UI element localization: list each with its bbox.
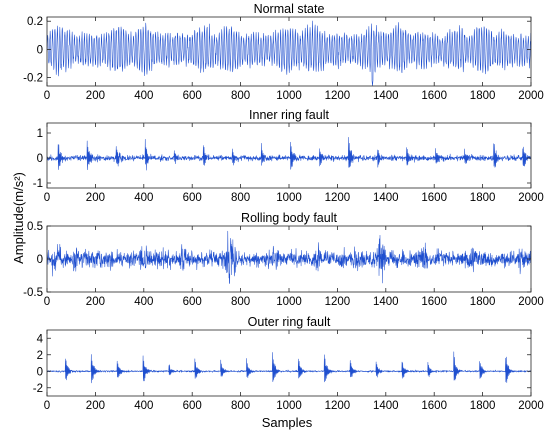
y-tick-label: -1 [33, 178, 43, 190]
y-tick-label: 0 [37, 254, 43, 266]
y-axis-label: Amplitude(m/s²) [11, 172, 26, 264]
x-tick-label: 200 [86, 400, 105, 412]
subplot-4: Outer ring fault 0 200 400 600 800 1000 1200 140… [33, 315, 544, 412]
x-tick-label: 600 [183, 296, 202, 308]
y-tick-label: 0.2 [27, 16, 43, 28]
y-tick-label: 0 [37, 44, 43, 56]
x-tick-label: 400 [134, 400, 153, 412]
x-tick-label: 200 [86, 296, 105, 308]
x-tick-label: 0 [44, 90, 50, 102]
y-tick-label: 0.5 [27, 221, 43, 233]
x-tick-label: 2000 [518, 296, 544, 308]
y-tick-label: 0 [37, 153, 43, 165]
x-tick-label: 400 [134, 90, 153, 102]
x-tick-label: 1200 [325, 192, 351, 204]
subplot-1: Normal state 0 200 400 600 800 1000 1200 1400 160… [23, 2, 544, 102]
x-tick-label: 1600 [421, 90, 447, 102]
y-tick-label: -2 [33, 383, 43, 395]
x-tick-label: 1800 [470, 400, 496, 412]
x-tick-label: 200 [86, 192, 105, 204]
subplot-title: Normal state [254, 2, 325, 16]
x-tick-label: 2000 [518, 90, 544, 102]
subplot-3: Rolling body fault 0 200 400 600 800 1000 1200 1… [23, 211, 544, 308]
signal-trace [47, 136, 531, 171]
subplot-title: Inner ring fault [249, 108, 329, 122]
x-tick-label: 1000 [276, 400, 302, 412]
x-tick-label: 1800 [470, 296, 496, 308]
y-tick-label: -0.2 [23, 73, 43, 85]
x-tick-label: 800 [231, 90, 250, 102]
x-tick-label: 600 [183, 192, 202, 204]
signal-trace [47, 20, 531, 86]
x-tick-label: 800 [231, 296, 250, 308]
y-tick-label: 1 [37, 128, 43, 140]
x-tick-label: 1200 [325, 296, 351, 308]
x-tick-label: 800 [231, 400, 250, 412]
subplot-title: Rolling body fault [241, 211, 337, 225]
signal-trace [47, 351, 531, 384]
x-tick-label: 1200 [325, 400, 351, 412]
x-tick-label: 1400 [373, 400, 399, 412]
x-axis-label: Samples [262, 415, 313, 430]
subplot-2: Inner ring fault 0 200 400 600 800 1000 1200 140… [33, 108, 544, 204]
y-tick-label: -0.5 [23, 287, 43, 299]
x-tick-label: 1000 [276, 90, 302, 102]
x-tick-label: 1400 [373, 90, 399, 102]
x-tick-label: 1400 [373, 192, 399, 204]
x-tick-label: 0 [44, 296, 50, 308]
signal-trace [47, 230, 531, 284]
x-tick-label: 600 [183, 400, 202, 412]
x-tick-label: 0 [44, 400, 50, 412]
x-tick-label: 2000 [518, 192, 544, 204]
x-tick-label: 400 [134, 192, 153, 204]
y-tick-label: 2 [37, 350, 43, 362]
x-tick-label: 200 [86, 90, 105, 102]
x-tick-label: 1600 [421, 296, 447, 308]
subplot-title: Outer ring fault [248, 315, 331, 329]
y-tick-label: 0 [37, 366, 43, 378]
x-tick-label: 600 [183, 90, 202, 102]
x-tick-label: 1000 [276, 192, 302, 204]
x-tick-label: 1000 [276, 296, 302, 308]
axes-frame [46, 329, 532, 397]
x-tick-label: 2000 [518, 400, 544, 412]
x-tick-label: 800 [231, 192, 250, 204]
x-tick-label: 400 [134, 296, 153, 308]
x-tick-label: 1400 [373, 296, 399, 308]
x-tick-label: 1200 [325, 90, 351, 102]
x-tick-label: 1800 [470, 90, 496, 102]
x-tick-label: 0 [44, 192, 50, 204]
x-tick-label: 1800 [470, 192, 496, 204]
y-tick-label: 4 [37, 333, 44, 345]
x-tick-label: 1600 [421, 400, 447, 412]
x-tick-label: 1600 [421, 192, 447, 204]
